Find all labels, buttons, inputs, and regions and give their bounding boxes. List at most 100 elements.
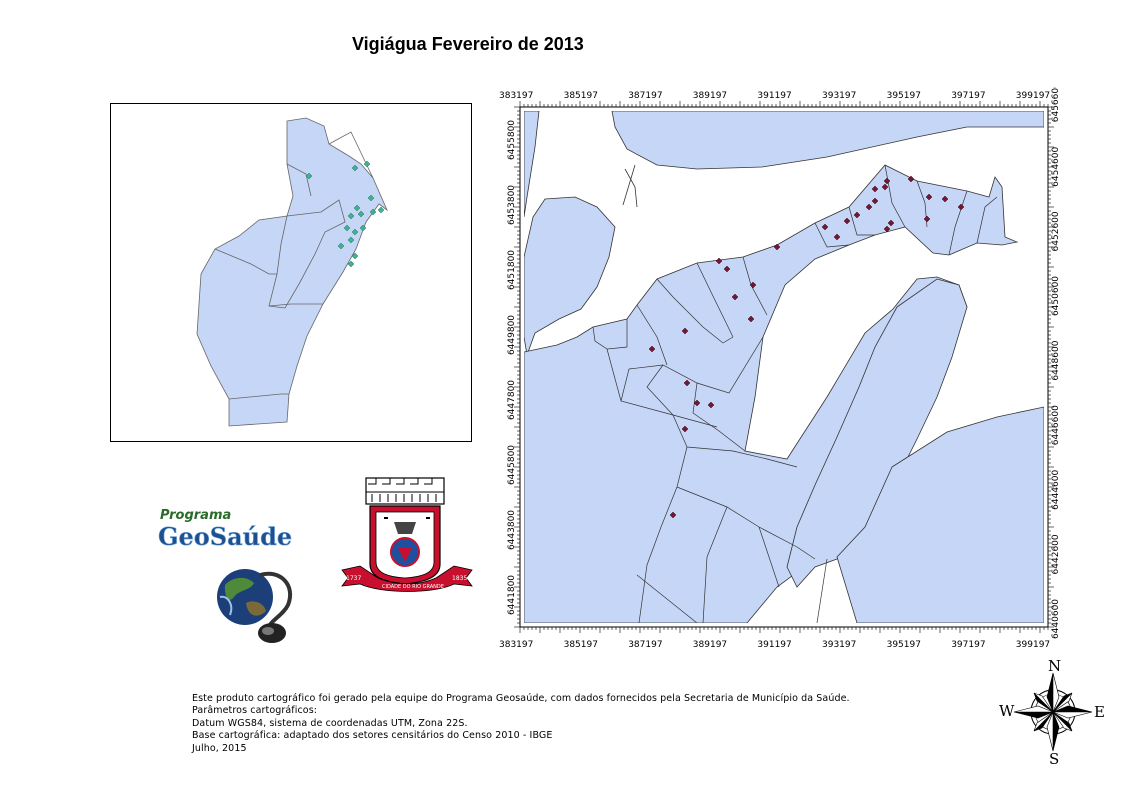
channel-line (622, 164, 638, 208)
x-tick-label-top: 397197 (951, 91, 985, 101)
inset-sample-point (367, 194, 375, 202)
map-credits: Este produto cartográfico foi gerado pel… (192, 693, 850, 755)
main-map-svg: 383197 383197 385197 385197 387197 387197 3891… (499, 82, 1061, 650)
y-tick-label-right: 6456600 (1051, 87, 1061, 122)
main-map: 383197 383197 385197 385197 387197 387197 3891… (497, 82, 1067, 651)
y-tick-label-right: 6448600 (1051, 340, 1061, 380)
sample-point (853, 211, 861, 219)
geosaude-line2: GeoSaúde (158, 522, 292, 551)
map-title: Vigiágua Fevereiro de 2013 (352, 34, 584, 54)
island-west (524, 196, 616, 357)
inset-sample-point (359, 224, 367, 232)
inset-sample-point (347, 212, 355, 220)
inset-point-layer (305, 160, 385, 268)
x-tick-label-top: 383197 (499, 91, 533, 101)
geosaude-logo: Programa GeoSaúde (150, 505, 340, 645)
crest-ribbon: 1737 CIDADE DO RIO GRANDE 1835 (341, 565, 473, 592)
sample-point (681, 425, 689, 433)
compass-w: W (999, 702, 1015, 720)
crest-ribbon-right: 1835 (452, 575, 467, 582)
sample-point (941, 195, 949, 203)
inset-sample-point (343, 224, 351, 232)
sample-point (707, 401, 715, 409)
inset-sample-point (353, 204, 361, 212)
inset-sample-point (363, 160, 371, 168)
x-tick-label-bottom: 395197 (887, 640, 921, 650)
inset-sample-point (347, 260, 355, 268)
water-body-nw (524, 111, 540, 218)
point-layer-samples (648, 175, 965, 519)
credits-line-4: Base cartográfica: adaptado dos setores … (192, 730, 553, 742)
x-tick-label-bottom: 383197 (499, 640, 533, 650)
sample-point (681, 327, 689, 335)
x-tick-label-top: 393197 (822, 91, 856, 101)
y-tick-label-left: 6453800 (507, 185, 517, 225)
crest-crown-icon (365, 477, 445, 505)
sample-point (648, 345, 656, 353)
credits-line-5: Julho, 2015 (192, 742, 247, 754)
x-tick-label-top: 395197 (887, 91, 921, 101)
inset-overview-map (110, 103, 472, 442)
region-southeast (836, 406, 1044, 623)
sample-point (821, 223, 829, 231)
sample-point (693, 399, 701, 407)
y-tick-label-left: 6447800 (507, 380, 517, 420)
compass-rose-icon: N S E W (999, 657, 1105, 768)
y-tick-label-right: 6450600 (1051, 276, 1061, 316)
sample-point (883, 225, 891, 233)
sample-point (773, 243, 781, 251)
inset-sample-point (351, 164, 359, 172)
sample-point (731, 293, 739, 301)
sample-point (865, 203, 873, 211)
inset-sample-point (337, 242, 345, 250)
y-tick-label-right: 6442600 (1051, 534, 1061, 574)
crest-svg: 1737 CIDADE DO RIO GRANDE 1835 (341, 477, 473, 592)
stethoscope-icon (258, 571, 292, 643)
geosaude-line1: Programa (160, 508, 231, 523)
sample-point (683, 379, 691, 387)
sample-point (871, 185, 879, 193)
sample-point (833, 233, 841, 241)
inset-sample-point (351, 228, 359, 236)
y-tick-label-left: 6445800 (507, 445, 517, 485)
y-tick-label-left: 6443800 (507, 510, 517, 550)
y-tick-label-left: 6449800 (507, 315, 517, 355)
census-sector-boundaries (592, 164, 998, 623)
credits-line-2: Parâmetros cartográficos: (192, 705, 318, 717)
inset-map-svg (196, 117, 388, 427)
x-tick-label-top: 387197 (628, 91, 662, 101)
x-tick-label-top: 385197 (564, 91, 598, 101)
sample-point (669, 511, 677, 519)
sample-point (923, 215, 931, 223)
y-tick-label-right: 6444600 (1051, 469, 1061, 509)
y-tick-label-left: 6451800 (507, 250, 517, 290)
graticule-ticks: 383197 383197 385197 385197 387197 387197 3891… (499, 82, 1061, 650)
x-tick-label-bottom: 397197 (951, 640, 985, 650)
x-tick-label-bottom: 393197 (822, 640, 856, 650)
inset-sample-point (351, 252, 359, 260)
inset-sample-point (369, 208, 377, 216)
compass-s: S (1049, 750, 1059, 767)
rio-grande-crest-logo: 1737 CIDADE DO RIO GRANDE 1835 (338, 474, 478, 594)
inset-sample-point (377, 206, 385, 214)
x-tick-label-bottom: 385197 (564, 640, 598, 650)
compass-e: E (1094, 703, 1105, 721)
credits-line-3: Datum WGS84, sistema de coordenadas UTM,… (192, 717, 468, 729)
sample-point (957, 203, 965, 211)
x-tick-label-top: 399197 (1016, 91, 1050, 101)
inset-sample-point (357, 210, 365, 218)
sample-point (715, 257, 723, 265)
y-tick-label-left: 6441800 (507, 575, 517, 615)
x-tick-label-bottom: 399197 (1016, 640, 1050, 650)
water-body-north (611, 111, 1044, 170)
inset-sample-point (305, 172, 313, 180)
x-tick-label-bottom: 391197 (757, 640, 791, 650)
crest-shield-icon (369, 505, 441, 585)
sample-point (843, 217, 851, 225)
sample-point (883, 177, 891, 185)
sample-point (747, 315, 755, 323)
crest-ribbon-left: 1737 (346, 575, 361, 582)
x-tick-label-top: 389197 (693, 91, 727, 101)
geosaude-logo-svg: Programa GeoSaúde (158, 508, 292, 643)
y-tick-label-left: 6455800 (507, 120, 517, 160)
